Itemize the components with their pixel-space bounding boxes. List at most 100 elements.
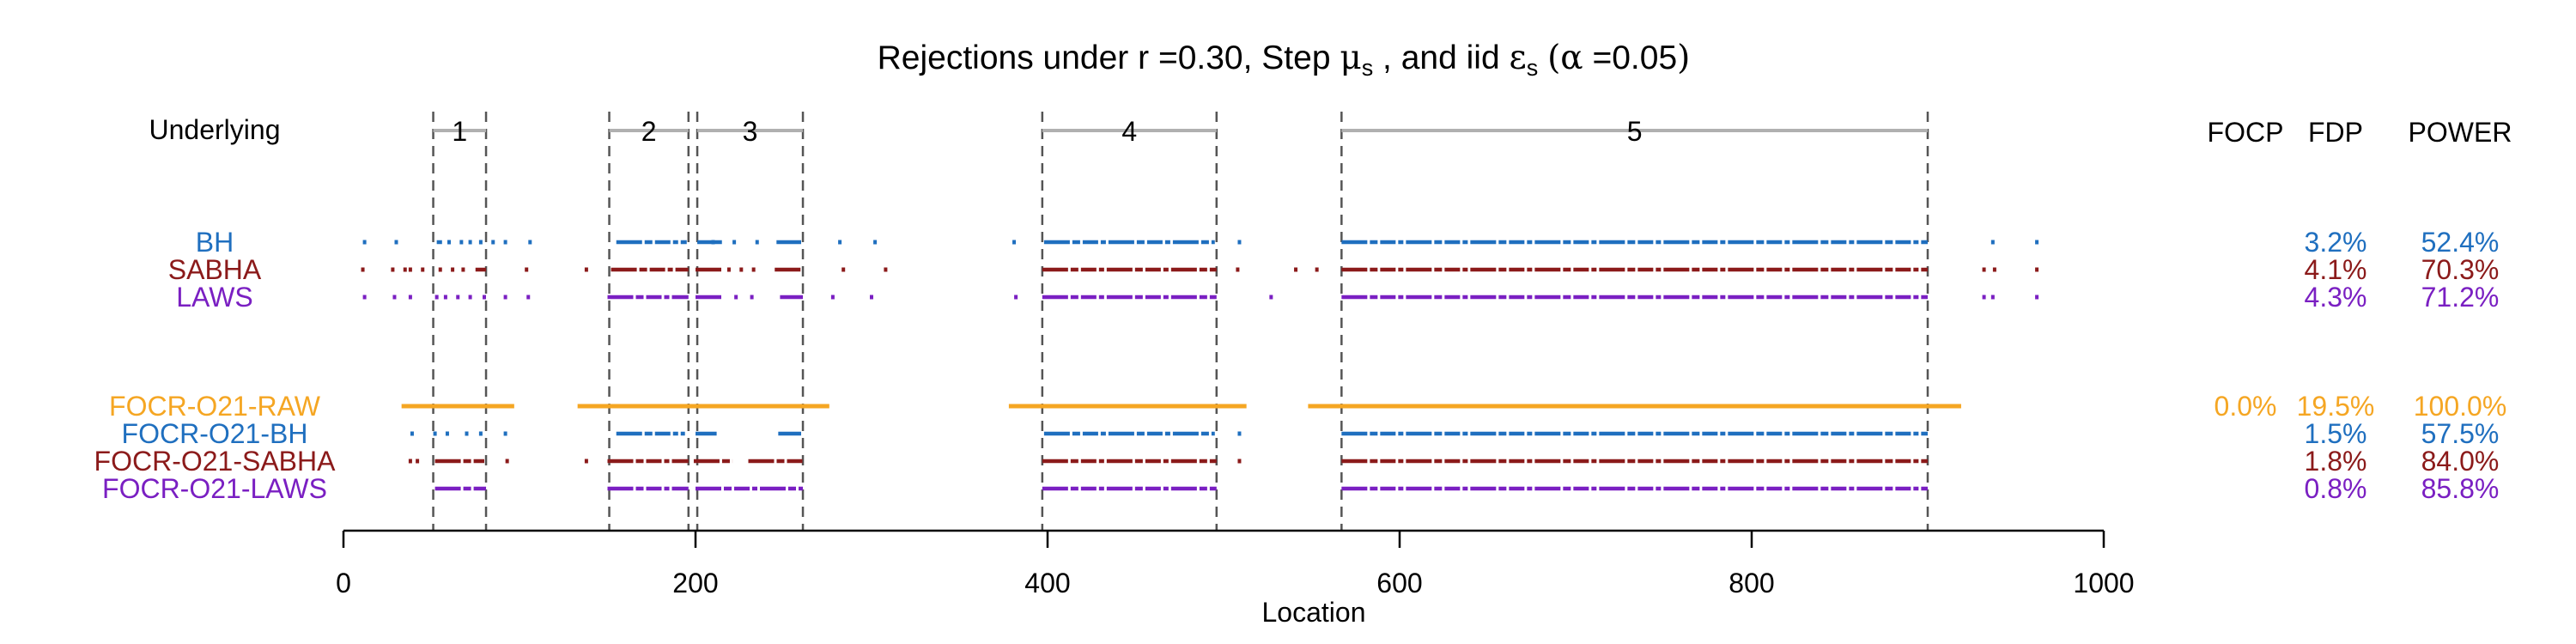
series-point-focr-o21-sabha-2 xyxy=(505,459,509,464)
series-point-bh-8 xyxy=(528,240,532,245)
x-tick-label-200: 200 xyxy=(672,568,718,598)
series-point-bh-12 xyxy=(838,240,842,245)
series-point-laws-3 xyxy=(434,295,439,300)
power-value-focr-o21-laws: 85.8% xyxy=(2421,473,2500,504)
series-point-bh-4 xyxy=(468,240,472,245)
fdp-value-focr-o21-sabha: 1.8% xyxy=(2305,446,2367,477)
series-point-focr-o21-sabha-1 xyxy=(416,459,420,464)
series-point-bh-7 xyxy=(503,240,507,245)
series-point-focr-o21-sabha-3 xyxy=(584,459,588,464)
series-point-focr-o21-bh-3 xyxy=(465,431,469,436)
series-label-focr-o21-raw: FOCR-O21-RAW xyxy=(109,391,321,422)
series-point-sabha-8 xyxy=(525,267,529,272)
x-tick-label-400: 400 xyxy=(1024,568,1070,598)
series-point-laws-5 xyxy=(456,295,460,300)
series-point-bh-16 xyxy=(1990,240,1995,245)
power-value-laws: 71.2% xyxy=(2421,282,2500,313)
series-point-sabha-20 xyxy=(2035,267,2039,272)
series-label-focr-o21-sabha: FOCR-O21-SABHA xyxy=(94,446,337,477)
series-point-focr-o21-sabha-4 xyxy=(1237,459,1242,464)
series-point-sabha-10 xyxy=(726,267,731,272)
x-tick-label-600: 600 xyxy=(1376,568,1422,598)
series-point-bh-10 xyxy=(732,240,737,245)
series-point-bh-5 xyxy=(478,240,483,245)
fdp-value-focr-o21-raw: 19.5% xyxy=(2297,391,2375,422)
fdp-value-focr-o21-bh: 1.5% xyxy=(2305,418,2367,449)
fdp-value-bh: 3.2% xyxy=(2305,227,2367,258)
series-point-sabha-17 xyxy=(1315,267,1319,272)
series-point-laws-14 xyxy=(1014,295,1018,300)
series-point-sabha-5 xyxy=(438,267,442,272)
underlying-label: Underlying xyxy=(149,114,281,145)
series-point-sabha-18 xyxy=(1982,267,1986,272)
series-point-bh-17 xyxy=(2035,240,2039,245)
series-row-focr-o21-laws: FOCR-O21-LAWS 0.8% 85.8% xyxy=(102,473,2499,504)
series-point-laws-12 xyxy=(830,295,835,300)
power-value-focr-o21-sabha: 84.0% xyxy=(2421,446,2500,477)
series-point-laws-10 xyxy=(734,295,738,300)
series-point-sabha-13 xyxy=(841,267,846,272)
series-label-bh: BH xyxy=(196,227,234,258)
series-point-focr-o21-bh-5 xyxy=(503,431,507,436)
focp-value-focr-o21-raw: 0.0% xyxy=(2215,391,2277,422)
segment-label-1: 1 xyxy=(452,116,467,147)
power-value-focr-o21-raw: 100.0% xyxy=(2414,391,2507,422)
series-label-laws: LAWS xyxy=(176,282,253,313)
series-point-laws-6 xyxy=(468,295,472,300)
series-row-focr-o21-sabha: FOCR-O21-SABHA 1.8% 84.0% xyxy=(94,446,2500,477)
series-point-laws-4 xyxy=(443,295,447,300)
series-point-sabha-9 xyxy=(584,267,588,272)
x-tick-label-800: 800 xyxy=(1728,568,1774,598)
series-point-sabha-19 xyxy=(1992,267,1996,272)
segment-label-5: 5 xyxy=(1627,116,1643,147)
series-point-laws-17 xyxy=(1990,295,1995,300)
series-point-bh-11 xyxy=(755,240,759,245)
series-point-sabha-14 xyxy=(884,267,888,272)
series-point-sabha-6 xyxy=(451,267,455,272)
series-point-focr-o21-bh-2 xyxy=(445,431,449,436)
series-point-focr-o21-bh-1 xyxy=(433,431,437,436)
series-point-bh-13 xyxy=(873,240,878,245)
series-point-sabha-7 xyxy=(461,267,465,272)
series-point-laws-0 xyxy=(362,295,367,300)
series-point-sabha-1 xyxy=(391,267,395,272)
x-tick-label-1000: 1000 xyxy=(2073,568,2134,598)
series-row-focr-o21-raw: FOCR-O21-RAW 0.0% 19.5% 100.0% xyxy=(109,391,2506,422)
series-label-focr-o21-bh: FOCR-O21-BH xyxy=(122,418,308,449)
fdp-header: FDP xyxy=(2308,117,2363,148)
series-point-sabha-11 xyxy=(739,267,744,272)
series-point-laws-16 xyxy=(1982,295,1986,300)
series-label-sabha: SABHA xyxy=(168,254,262,285)
series-point-focr-o21-sabha-0 xyxy=(408,459,412,464)
series-point-focr-o21-bh-0 xyxy=(410,431,414,436)
series-row-laws: LAWS 4.3% 71.2% xyxy=(176,282,2499,313)
series-point-sabha-4 xyxy=(421,267,425,272)
series-point-bh-14 xyxy=(1012,240,1017,245)
series-point-sabha-12 xyxy=(751,267,756,272)
series-point-bh-2 xyxy=(447,240,451,245)
series-point-bh-3 xyxy=(459,240,464,245)
series-point-laws-9 xyxy=(526,295,531,300)
series-point-laws-1 xyxy=(392,295,397,300)
series-point-bh-6 xyxy=(491,240,495,245)
segment-label-3: 3 xyxy=(743,116,758,147)
power-header: POWER xyxy=(2409,117,2512,148)
series-point-laws-13 xyxy=(870,295,873,300)
fdp-value-sabha: 4.1% xyxy=(2305,254,2367,285)
power-value-focr-o21-bh: 57.5% xyxy=(2421,418,2500,449)
series-point-bh-15 xyxy=(1237,240,1242,245)
series-point-laws-8 xyxy=(503,295,507,300)
chart-title: Rejections under r =0.30, Step μs , and … xyxy=(878,39,1691,81)
series-point-sabha-15 xyxy=(1236,267,1240,272)
series-row-sabha: SABHA 4.1% 70.3% xyxy=(168,254,2500,285)
series-point-laws-7 xyxy=(483,295,486,300)
series-point-laws-15 xyxy=(1269,295,1273,300)
fdp-value-focr-o21-laws: 0.8% xyxy=(2305,473,2367,504)
series-row-bh: BH 3.2% 52.4% xyxy=(196,227,2500,258)
series-point-sabha-2 xyxy=(403,267,407,272)
power-value-sabha: 70.3% xyxy=(2421,254,2500,285)
series-point-laws-2 xyxy=(408,295,412,300)
series-point-sabha-16 xyxy=(1294,267,1298,272)
segment-label-2: 2 xyxy=(641,116,657,147)
